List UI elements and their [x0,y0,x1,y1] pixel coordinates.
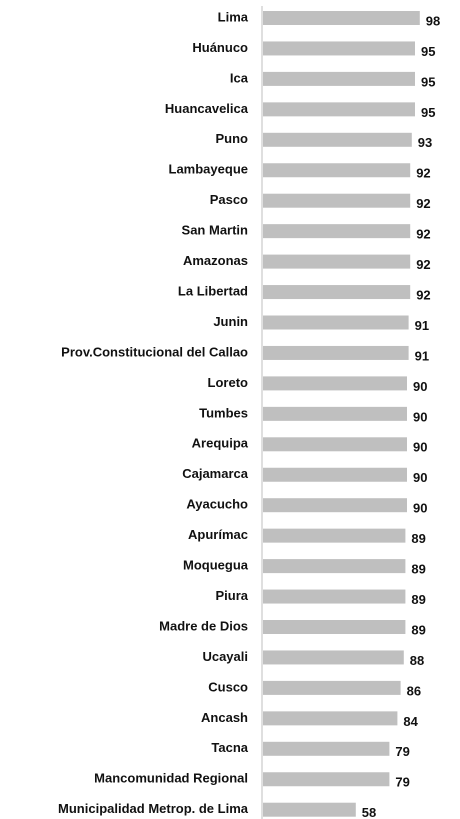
bar [263,498,407,513]
bar [263,772,390,787]
category-label: Huánuco [192,40,248,55]
category-label: Moquegua [183,558,249,573]
value-label: 86 [407,683,421,698]
bar [263,741,390,756]
bar [263,467,407,482]
value-label: 92 [416,227,430,242]
bar [263,193,411,208]
category-label: Mancomunidad Regional [94,771,248,786]
category-label: Ayacucho [186,497,248,512]
category-label: San Martin [182,223,249,238]
value-label: 92 [416,166,430,181]
category-label: Ucayali [202,649,248,664]
bar [263,620,406,634]
value-label: 91 [415,318,429,333]
value-label: 92 [416,287,430,302]
category-label: Lambayeque [169,162,248,177]
category-label: Lima [218,9,249,24]
category-label: Arequipa [192,436,249,451]
value-label: 79 [395,744,409,759]
bar [263,224,411,239]
bar [263,528,406,543]
category-label: La Libertad [178,283,248,298]
bar [263,102,415,117]
value-label: 95 [421,105,435,120]
category-label: Ica [230,70,249,85]
category-label: Junin [213,314,248,329]
value-label: 92 [416,257,430,272]
bar [263,41,415,56]
category-label: Piura [215,588,248,603]
value-label: 89 [411,531,425,546]
category-label: Apurímac [188,527,248,542]
bar [263,132,412,147]
category-label: Loreto [208,375,249,390]
bar [263,376,407,391]
category-label: Tumbes [199,405,248,420]
category-label: Huancavelica [165,101,249,116]
value-label: 90 [413,409,427,424]
bar [263,589,406,604]
value-label: 98 [426,13,440,28]
bar [263,406,407,421]
value-label: 79 [395,775,409,790]
value-label: 95 [421,44,435,59]
category-label: Cajamarca [182,466,249,481]
category-label: Madre de Dios [159,618,248,633]
category-label: Prov.Constitucional del Callao [61,344,248,359]
category-label: Amazonas [183,253,248,268]
category-label: Tacna [211,740,248,755]
value-label: 88 [410,653,424,668]
value-label: 89 [411,622,425,637]
bar [263,711,398,726]
value-label: 90 [413,440,427,455]
bar [263,285,411,300]
value-label: 90 [413,501,427,516]
value-label: 95 [421,74,435,89]
value-label: 91 [415,348,429,363]
bar [263,71,415,86]
bar [263,11,420,25]
bar [263,437,407,452]
category-label: Puno [216,131,249,146]
value-label: 90 [413,379,427,394]
bar [263,315,409,330]
category-label: Ancash [201,710,248,725]
value-label: 84 [403,714,418,729]
value-label: 92 [416,196,430,211]
bar [263,345,409,360]
value-label: 58 [362,805,376,819]
value-label: 89 [411,562,425,577]
category-label: Cusco [208,679,248,694]
bar [263,163,411,178]
category-label: Pasco [210,192,248,207]
value-label: 89 [411,592,425,607]
bar [263,650,404,665]
bar [263,254,411,269]
bar [263,680,401,695]
value-label: 93 [418,135,432,150]
category-label: Municipalidad Metrop. de Lima [58,801,249,816]
value-label: 90 [413,470,427,485]
bar [263,559,406,574]
bar [263,802,356,817]
